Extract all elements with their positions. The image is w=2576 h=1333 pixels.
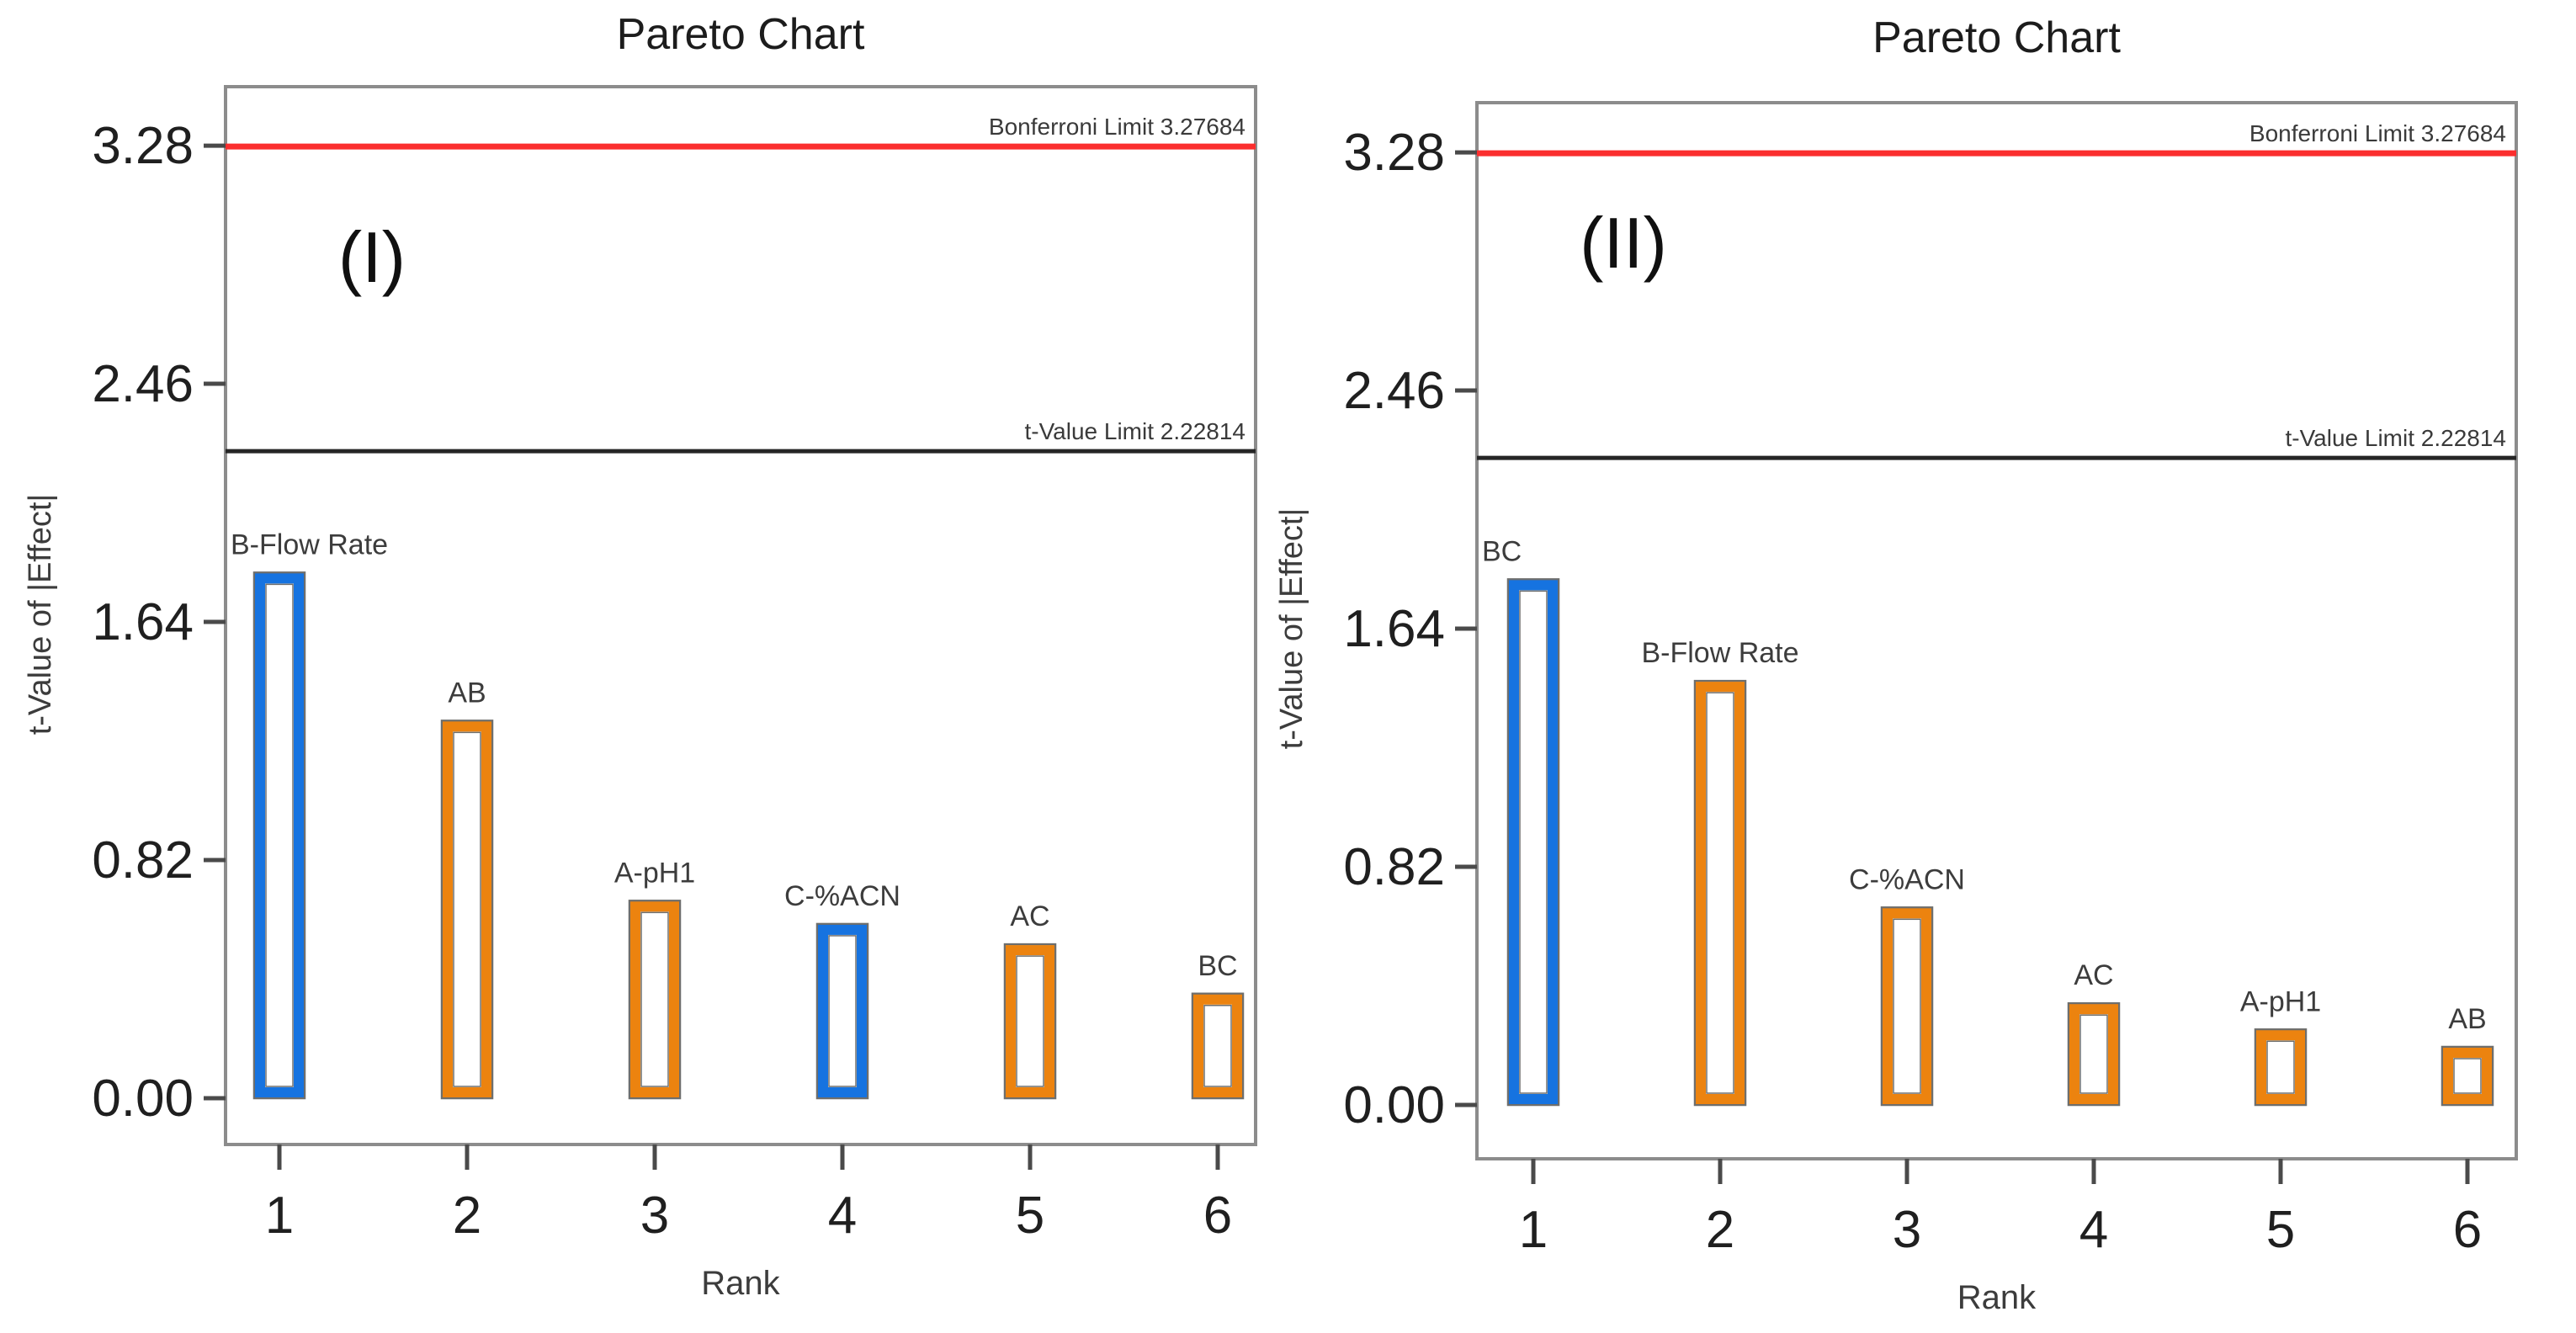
y-tick-label: 1.64	[92, 593, 194, 651]
bar-outline	[2069, 1004, 2118, 1104]
bar-label: C-%ACN	[1849, 863, 1965, 895]
bar-label: AC	[2074, 959, 2113, 991]
bar-inner-hairline	[1519, 590, 1548, 1094]
bar-outline	[1696, 682, 1745, 1104]
x-tick-label: 4	[828, 1187, 857, 1245]
bar-inner-hairline	[453, 731, 481, 1087]
bar-label: C-%ACN	[784, 880, 900, 912]
bar-outline	[818, 924, 867, 1097]
y-tick-label: 0.82	[1343, 838, 1445, 896]
x-tick-label: 5	[2266, 1201, 2295, 1259]
bar-inner-hairline	[1893, 918, 1921, 1094]
bonferroni-limit-label: Bonferroni Limit 3.27684	[989, 114, 1246, 140]
x-axis-label: Rank	[1957, 1279, 2037, 1316]
bar-label: AB	[448, 677, 486, 709]
x-tick-label: 4	[2079, 1201, 2108, 1259]
bar-label: A-pH1	[614, 857, 695, 889]
bar-inner-hairline	[640, 911, 669, 1087]
t-value-limit-label: t-Value Limit 2.22814	[2285, 425, 2506, 451]
x-tick-label: 2	[1706, 1201, 1734, 1259]
bar-label: AC	[1010, 900, 1049, 932]
x-tick-label: 3	[640, 1187, 669, 1245]
y-tick-label: 0.00	[1343, 1076, 1445, 1134]
bar-label: A-pH1	[2240, 985, 2321, 1017]
chart-title: Pareto Chart	[1872, 13, 2121, 62]
bar-inner-hairline	[1203, 1005, 1232, 1087]
bar-label: B-Flow Rate	[231, 528, 388, 560]
x-tick-label: 1	[1519, 1201, 1548, 1259]
bar-label: AB	[2448, 1003, 2486, 1035]
x-tick-label: 1	[265, 1187, 294, 1245]
bar-outline	[1006, 945, 1054, 1098]
y-tick-label: 0.00	[92, 1070, 194, 1128]
bar-outline	[255, 573, 304, 1097]
bar-outline	[1193, 994, 1242, 1098]
x-tick-label: 6	[1203, 1187, 1232, 1245]
y-tick-label: 3.28	[1343, 124, 1445, 182]
y-tick-label: 0.82	[92, 831, 194, 890]
y-tick-label: 3.28	[92, 117, 194, 175]
bar-inner-hairline	[1706, 692, 1734, 1094]
bar-inner-hairline	[2266, 1040, 2295, 1094]
x-tick-label: 5	[1016, 1187, 1044, 1245]
bar-outline	[1883, 908, 1931, 1105]
bonferroni-limit-label: Bonferroni Limit 3.27684	[2249, 120, 2506, 146]
bar-inner-hairline	[2079, 1014, 2108, 1094]
bar-inner-hairline	[265, 583, 294, 1087]
bar-outline	[443, 721, 491, 1097]
panel-label: (I)	[338, 218, 406, 298]
y-axis-label: t-Value of |Effect|	[1274, 508, 1309, 750]
t-value-limit-label: t-Value Limit 2.22814	[1024, 418, 1246, 444]
bar-label: B-Flow Rate	[1641, 637, 1798, 669]
chart-title: Pareto Chart	[617, 10, 865, 59]
bar-inner-hairline	[2453, 1058, 2482, 1094]
bar-inner-hairline	[1016, 955, 1044, 1087]
y-tick-label: 2.46	[92, 355, 194, 413]
bar-outline	[2443, 1047, 2492, 1104]
y-tick-label: 2.46	[1343, 362, 1445, 420]
x-tick-label: 2	[453, 1187, 481, 1245]
bar-inner-hairline	[828, 935, 857, 1087]
x-tick-label: 3	[1893, 1201, 1921, 1259]
panel-label: (II)	[1580, 204, 1667, 284]
bar-label: BC	[1482, 535, 1522, 567]
bar-label: BC	[1198, 950, 1237, 982]
plot-frame	[1475, 101, 2518, 1160]
y-axis-label: t-Value of |Effect|	[23, 494, 58, 736]
bar-outline	[2256, 1030, 2305, 1105]
bar-outline	[1509, 580, 1558, 1104]
x-tick-label: 6	[2453, 1201, 2482, 1259]
x-axis-label: Rank	[701, 1265, 780, 1302]
y-tick-label: 1.64	[1343, 600, 1445, 658]
plot-frame	[224, 85, 1257, 1146]
bar-outline	[630, 901, 679, 1098]
